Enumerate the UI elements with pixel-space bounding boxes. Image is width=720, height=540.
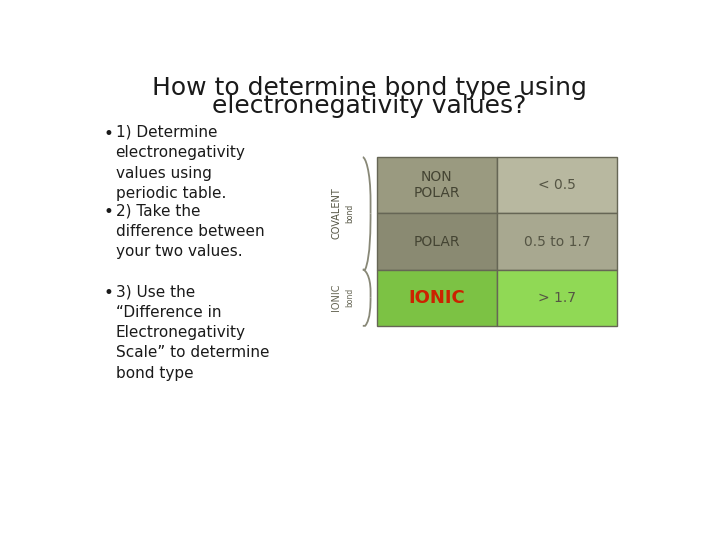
Text: 1) Determine
electronegativity
values using
periodic table.: 1) Determine electronegativity values us…	[116, 125, 246, 201]
Bar	[377, 213, 497, 269]
Bar	[377, 269, 497, 326]
Text: NON
POLAR: NON POLAR	[413, 170, 460, 200]
Text: 3) Use the
“Difference in
Electronegativity
Scale” to determine
bond type: 3) Use the “Difference in Electronegativ…	[116, 284, 269, 381]
Bar	[497, 157, 617, 213]
Text: bond: bond	[345, 288, 354, 307]
Text: IONIC: IONIC	[408, 289, 465, 307]
Text: COVALENT: COVALENT	[331, 187, 341, 239]
Text: •: •	[104, 125, 114, 143]
Text: bond: bond	[345, 204, 354, 223]
Text: How to determine bond type using: How to determine bond type using	[152, 76, 586, 100]
Text: POLAR: POLAR	[413, 234, 460, 248]
Bar	[497, 213, 617, 269]
Text: •: •	[104, 204, 114, 221]
Text: 0.5 to 1.7: 0.5 to 1.7	[523, 234, 590, 248]
Text: < 0.5: < 0.5	[538, 178, 576, 192]
Bar	[497, 269, 617, 326]
Bar	[377, 157, 497, 213]
Text: 2) Take the
difference between
your two values.: 2) Take the difference between your two …	[116, 204, 264, 259]
Text: > 1.7: > 1.7	[538, 291, 576, 305]
Text: •: •	[104, 284, 114, 302]
Text: electronegativity values?: electronegativity values?	[212, 93, 526, 118]
Text: IONIC: IONIC	[331, 284, 341, 312]
